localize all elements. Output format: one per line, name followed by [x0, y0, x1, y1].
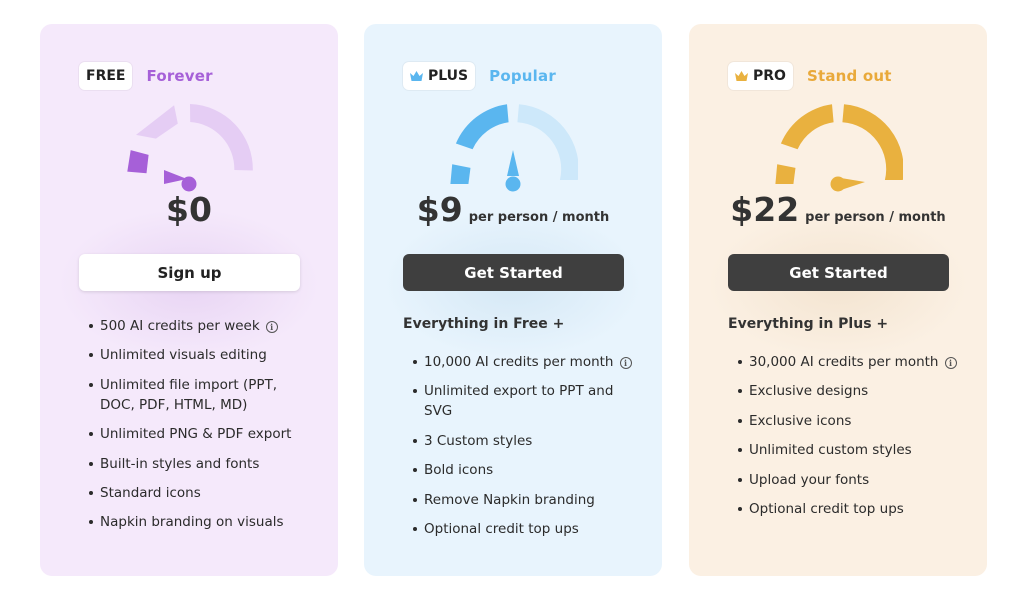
feature-item: 3 Custom styles [403, 431, 638, 451]
plan-header: PRO Stand out [728, 62, 892, 90]
features-heading: Everything in Plus + [728, 316, 889, 332]
price-row: $22 per person / month [689, 190, 987, 229]
gauge-icon [127, 104, 253, 192]
feature-item: Exclusive icons [728, 411, 963, 431]
plan-tag: PLUS [403, 62, 476, 90]
feature-item: Unlimited file import (PPT, DOC, PDF, HT… [79, 375, 314, 415]
gauge-icon [450, 104, 578, 192]
info-icon[interactable]: i [944, 357, 957, 369]
plan-card-plus: PLUS Popular $9 per person / month Get S… [364, 24, 662, 576]
features-heading: Everything in Free + [403, 316, 565, 332]
plan-card-pro: PRO Stand out $22 per person / month Get… [689, 24, 987, 576]
price-row: $9 per person / month [364, 190, 662, 229]
feature-item: Unlimited PNG & PDF export [79, 424, 314, 444]
info-icon[interactable]: i [265, 321, 278, 333]
plan-tagline: Forever [146, 67, 213, 85]
feature-item: Optional credit top ups [403, 519, 638, 539]
plan-tagline: Stand out [806, 67, 892, 85]
feature-item: Unlimited visuals editing [79, 345, 314, 365]
plan-tag-label: PLUS [428, 68, 469, 84]
feature-item: Exclusive designs [728, 381, 963, 401]
feature-item: Bold icons [403, 460, 638, 480]
feature-item: 10,000 AI credits per month i [403, 352, 638, 372]
info-icon[interactable]: i [619, 357, 632, 369]
plan-price: $22 [730, 190, 800, 229]
sign-up-button[interactable]: Sign up [79, 254, 300, 291]
feature-item: Standard icons [79, 483, 314, 503]
feature-item: Remove Napkin branding [403, 490, 638, 510]
plan-header: FREE Forever [79, 62, 213, 90]
price-period: per person / month [468, 210, 610, 225]
gauge-icon [775, 104, 903, 192]
feature-item: Upload your fonts [728, 470, 963, 490]
plan-tagline: Popular [489, 67, 556, 85]
feature-item: 30,000 AI credits per month i [728, 352, 963, 372]
crown-icon [410, 70, 423, 81]
plan-tag-label: FREE [86, 68, 126, 84]
plan-price: $0 [166, 190, 212, 229]
plan-card-free: FREE Forever $0 Sign up 500 AI credits p… [40, 24, 338, 576]
crown-icon [735, 70, 748, 81]
feature-item: Napkin branding on visuals [79, 512, 314, 532]
feature-item: 500 AI credits per week i [79, 316, 314, 336]
feature-list: 30,000 AI credits per month i Exclusive d… [728, 352, 963, 528]
plan-tag: PRO [728, 62, 793, 90]
get-started-button[interactable]: Get Started [403, 254, 624, 291]
plan-tag: FREE [79, 62, 133, 90]
price-row: $0 [40, 190, 338, 229]
feature-list: 10,000 AI credits per month i Unlimited e… [403, 352, 638, 548]
plan-header: PLUS Popular [403, 62, 556, 90]
feature-item: Unlimited custom styles [728, 440, 963, 460]
feature-item: Built-in styles and fonts [79, 454, 314, 474]
get-started-button[interactable]: Get Started [728, 254, 949, 291]
feature-item: Optional credit top ups [728, 499, 963, 519]
feature-list: 500 AI credits per week i Unlimited visua… [79, 316, 314, 542]
feature-item: Unlimited export to PPT and SVG [403, 381, 638, 421]
plan-tag-label: PRO [753, 68, 786, 84]
plan-price: $9 [416, 190, 463, 229]
price-period: per person / month [805, 210, 946, 225]
